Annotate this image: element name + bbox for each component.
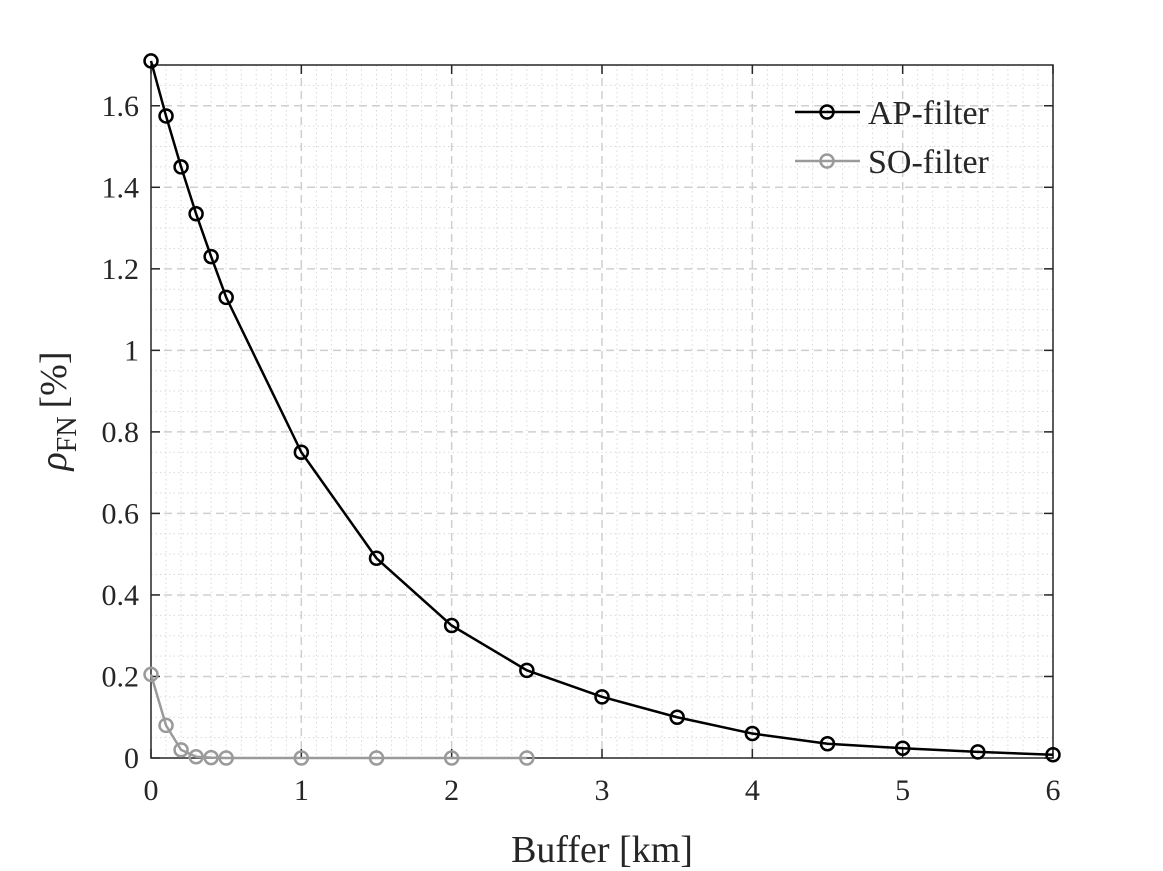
x-axis-label: Buffer [km] — [511, 829, 693, 871]
data-point-so-filter — [218, 750, 234, 766]
data-point-ap-filter — [443, 617, 460, 634]
series-so-filter — [143, 666, 535, 766]
legend-label-so-filter: SO-filter — [868, 144, 990, 181]
data-point-so-filter — [203, 749, 219, 766]
major-grid — [151, 65, 1053, 758]
x-tick-label: 6 — [1046, 774, 1061, 807]
y-axis-label-subscript: FN — [52, 416, 83, 452]
data-point-so-filter — [519, 750, 535, 766]
data-point-ap-filter — [293, 444, 310, 461]
data-point-ap-filter — [819, 735, 836, 752]
data-point-so-filter — [158, 717, 174, 734]
series-layer — [143, 53, 1061, 766]
x-tick-label: 3 — [595, 774, 610, 807]
data-point-ap-filter — [158, 108, 174, 124]
y-tick-label: 0.8 — [102, 416, 140, 449]
data-point-ap-filter — [669, 709, 685, 725]
y-axis-label-symbol: ρ — [33, 452, 75, 471]
data-point-ap-filter — [744, 725, 761, 742]
data-point-so-filter — [188, 749, 204, 765]
legend-marker-so-filter — [819, 153, 835, 169]
y-axis-label: ρFN [%] — [33, 351, 83, 471]
data-point-so-filter — [368, 750, 385, 766]
data-point-ap-filter — [970, 744, 986, 760]
data-point-ap-filter — [894, 740, 911, 756]
y-tick-label: 0 — [124, 742, 139, 775]
x-tick-label: 2 — [444, 774, 459, 807]
data-point-so-filter — [173, 742, 189, 758]
y-tick-label: 1 — [124, 334, 139, 367]
data-point-so-filter — [293, 750, 310, 766]
legend: AP-filter SO-filter — [795, 95, 990, 181]
y-tick-label: 0.6 — [102, 497, 140, 530]
y-tick-label: 1.2 — [102, 253, 140, 286]
data-point-ap-filter — [173, 159, 189, 175]
x-tick-label: 5 — [895, 774, 910, 807]
data-point-ap-filter — [368, 550, 385, 567]
x-tick-label: 0 — [144, 774, 159, 807]
series-line-ap-filter — [149, 60, 1054, 756]
legend-marker-ap-filter — [819, 104, 835, 120]
y-tick-label: 1.4 — [102, 171, 140, 204]
series-ap-filter — [143, 53, 1061, 763]
y-tick-labels: 0 0.2 0.4 0.6 0.8 1 1.2 1.4 1.6 — [102, 90, 140, 775]
data-point-ap-filter — [203, 248, 219, 265]
y-tick-label: 0.2 — [102, 660, 140, 693]
x-tick-label: 4 — [745, 774, 760, 807]
data-point-ap-filter — [188, 206, 204, 222]
x-tick-labels: 0 1 2 3 4 5 6 — [144, 774, 1061, 807]
data-point-ap-filter — [519, 662, 535, 679]
data-point-ap-filter — [143, 53, 159, 69]
data-point-so-filter — [143, 666, 159, 683]
data-point-ap-filter — [594, 689, 610, 705]
x-tick-label: 1 — [294, 774, 309, 807]
y-axis-label-unit: [%] — [33, 351, 75, 408]
legend-label-ap-filter: AP-filter — [868, 95, 990, 132]
data-point-ap-filter — [1045, 746, 1061, 763]
data-point-so-filter — [443, 750, 460, 766]
data-point-ap-filter — [218, 289, 234, 306]
y-tick-label: 0.4 — [102, 579, 140, 612]
y-tick-label: 1.6 — [102, 90, 140, 123]
